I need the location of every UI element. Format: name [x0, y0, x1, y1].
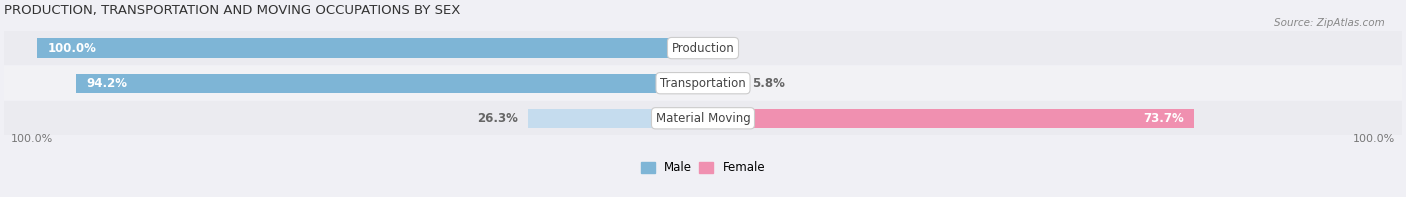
Text: 94.2%: 94.2% — [86, 77, 127, 90]
Text: Source: ZipAtlas.com: Source: ZipAtlas.com — [1274, 18, 1385, 28]
Bar — [703, 73, 741, 93]
Bar — [529, 109, 703, 128]
Bar — [4, 101, 1402, 135]
Text: 26.3%: 26.3% — [477, 112, 517, 125]
Text: 100.0%: 100.0% — [11, 134, 53, 144]
Text: 100.0%: 100.0% — [1353, 134, 1395, 144]
Text: Production: Production — [672, 42, 734, 55]
Text: 73.7%: 73.7% — [1143, 112, 1184, 125]
Text: Transportation: Transportation — [661, 77, 745, 90]
Bar — [38, 38, 703, 58]
Bar — [76, 73, 703, 93]
Text: Material Moving: Material Moving — [655, 112, 751, 125]
Bar — [4, 31, 1402, 65]
Text: 100.0%: 100.0% — [48, 42, 96, 55]
Bar — [4, 66, 1402, 100]
Bar — [703, 109, 1194, 128]
Text: PRODUCTION, TRANSPORTATION AND MOVING OCCUPATIONS BY SEX: PRODUCTION, TRANSPORTATION AND MOVING OC… — [4, 4, 461, 17]
Legend: Male, Female: Male, Female — [636, 157, 770, 179]
Text: 5.8%: 5.8% — [752, 77, 785, 90]
